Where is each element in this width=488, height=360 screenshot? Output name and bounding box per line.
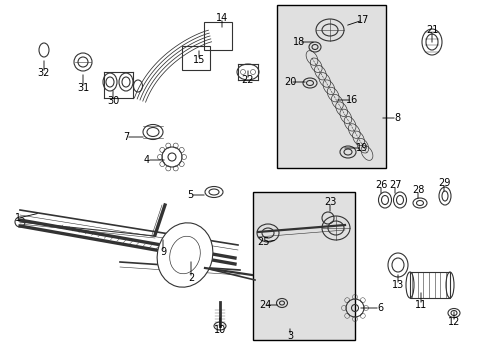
Text: 4: 4 — [143, 155, 150, 165]
Text: 13: 13 — [391, 280, 403, 290]
Text: 5: 5 — [186, 190, 193, 200]
Bar — [203, 22, 231, 50]
Text: 30: 30 — [107, 96, 119, 106]
Text: 27: 27 — [388, 180, 401, 190]
Text: 24: 24 — [258, 300, 271, 310]
Text: 1: 1 — [15, 213, 21, 223]
Text: 21: 21 — [425, 25, 437, 35]
Ellipse shape — [157, 223, 212, 287]
Text: 11: 11 — [414, 300, 426, 310]
Bar — [276, 5, 385, 168]
Text: 14: 14 — [215, 13, 228, 23]
Text: 25: 25 — [257, 237, 270, 247]
Text: 10: 10 — [213, 325, 225, 335]
Bar — [182, 46, 209, 70]
Text: 19: 19 — [355, 143, 367, 153]
Text: 2: 2 — [187, 273, 194, 283]
Text: 29: 29 — [437, 178, 449, 188]
Text: 9: 9 — [160, 247, 166, 257]
Text: 18: 18 — [292, 37, 305, 47]
Text: 15: 15 — [192, 55, 205, 65]
Bar — [252, 192, 354, 340]
Text: 3: 3 — [286, 331, 292, 341]
Bar — [409, 272, 449, 298]
Text: 23: 23 — [323, 197, 336, 207]
Text: 8: 8 — [393, 113, 399, 123]
Text: 17: 17 — [356, 15, 368, 25]
Text: 26: 26 — [374, 180, 386, 190]
Text: 6: 6 — [376, 303, 382, 313]
Text: 16: 16 — [345, 95, 357, 105]
Text: 28: 28 — [411, 185, 423, 195]
Text: 31: 31 — [77, 83, 89, 93]
Text: 12: 12 — [447, 317, 459, 327]
Text: 22: 22 — [241, 75, 254, 85]
Text: 20: 20 — [283, 77, 296, 87]
Text: 32: 32 — [38, 68, 50, 78]
Text: 7: 7 — [122, 132, 129, 142]
